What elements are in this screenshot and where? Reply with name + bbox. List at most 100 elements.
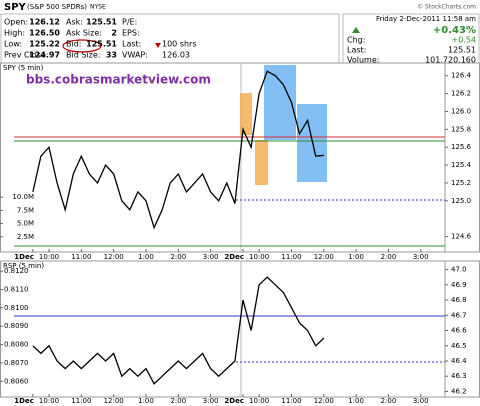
y-tick-label: 46.6	[451, 327, 467, 335]
y2-tick-label: 0.8110	[4, 286, 29, 294]
y-tick-label: 126.0	[451, 107, 471, 115]
x-tick-label: 11:00	[71, 253, 91, 261]
summary-value: 125.51	[448, 46, 476, 55]
quote-cell: 125.51	[86, 18, 117, 27]
change-percent: +0.43%	[433, 25, 476, 36]
quote-cell: 125.22	[29, 40, 60, 49]
annotation-box	[240, 93, 252, 135]
quote-cell: Low:	[4, 40, 22, 49]
x-tick-label: 1:00	[348, 253, 364, 261]
y-tick-label: 47.0	[451, 266, 467, 274]
x-tick-label: 2Dec	[224, 253, 244, 261]
symbol: SPY	[4, 2, 27, 13]
y2-tick-label: 0.8120	[4, 267, 29, 275]
quote-cell: Ask:	[66, 18, 83, 27]
quote-cell: Prev Close:	[4, 51, 48, 60]
annotation: bbs.cobrasmarketview.com	[26, 73, 211, 87]
x-tick-label: 3:00	[413, 397, 429, 405]
annotation-box	[255, 140, 268, 185]
datetime: Friday 2-Dec-2011 11:58 am	[376, 15, 476, 23]
y-tick-label: 46.7	[451, 311, 467, 319]
y2-tick-label: 7.5M	[17, 206, 34, 214]
highlight-circle	[62, 39, 102, 53]
y2-tick-label: 0.8070	[4, 359, 29, 367]
y-tick-label: 46.9	[451, 281, 467, 289]
quote-cell: EPS:	[122, 29, 140, 38]
y2-tick-label: 0.8090	[4, 322, 29, 330]
security-name: (S&P 500 SPDRs)	[27, 3, 87, 11]
y-tick-label: 126.4	[451, 72, 472, 80]
y-tick-label: 46.2	[451, 387, 467, 395]
summary-value: 101,720,160	[425, 56, 476, 65]
quote-cell: Ask Size:	[66, 29, 102, 38]
y-tick-label: 46.3	[451, 372, 467, 380]
x-tick-label: 2Dec	[224, 397, 244, 405]
x-tick-label: 2:00	[381, 253, 397, 261]
y-tick-label: 46.8	[451, 296, 467, 304]
summary-value: +0.54	[451, 36, 476, 45]
panel	[0, 260, 480, 398]
quote-cell: Bid:	[66, 40, 81, 49]
x-tick-label: 1:00	[138, 253, 154, 261]
x-tick-label: 2:00	[381, 397, 397, 405]
x-tick-label: 10:00	[249, 253, 269, 261]
x-tick-label: 10:00	[39, 253, 59, 261]
quote-cell: Bid Size:	[66, 51, 100, 60]
annotation-box	[264, 65, 296, 140]
y-tick-label: 125.4	[451, 161, 472, 169]
quote-cell: Last:	[122, 40, 141, 49]
x-tick-label: 12:00	[104, 397, 124, 405]
quote-cell: P/E:	[122, 18, 137, 27]
up-arrow	[352, 27, 360, 33]
down-arrow	[155, 43, 161, 48]
summary-label: Last:	[347, 46, 366, 55]
quote-cell: Open:	[4, 18, 28, 27]
price-line	[32, 70, 324, 230]
quote-cell: 126.50	[29, 29, 60, 38]
panel-title: SPY (5 min)	[3, 64, 44, 72]
y2-tick-label: 10.0M	[12, 193, 34, 201]
x-tick-label: 11:00	[281, 397, 301, 405]
summary-label: Chg:	[347, 36, 365, 45]
y2-tick-label: 0.8060	[4, 377, 29, 385]
x-tick-label: 10:00	[39, 397, 59, 405]
x-tick-label: 11:00	[281, 253, 301, 261]
y2-tick-label: 0.8080	[4, 341, 29, 349]
y-tick-label: 126.2	[451, 90, 471, 98]
quote-cell: 33	[106, 51, 117, 60]
x-tick-label: 12:00	[104, 253, 124, 261]
exchange: NYSE	[90, 4, 106, 11]
x-tick-label: 1:00	[138, 397, 154, 405]
x-tick-label: 3:00	[203, 253, 219, 261]
x-tick-label: 10:00	[249, 397, 269, 405]
y-tick-label: 125.8	[451, 125, 471, 133]
x-tick-label: 12:00	[314, 397, 334, 405]
x-tick-label: 2:00	[170, 253, 186, 261]
y-tick-label: 46.4	[451, 357, 467, 365]
quote-cell: 126.12	[29, 18, 60, 27]
x-tick-label: 1Dec	[14, 253, 34, 261]
annotation-box	[297, 104, 327, 182]
quote-cell: VWAP:	[122, 51, 148, 60]
price-line	[32, 276, 325, 385]
summary-label: Volume:	[347, 56, 379, 65]
y-tick-label: 125.0	[451, 197, 471, 205]
y-tick-label: 124.6	[451, 233, 472, 241]
quote-cell: 100 shrs	[162, 40, 197, 49]
panel-title: RSP (5 min)	[3, 262, 44, 270]
y2-tick-label: 2.5M	[17, 233, 34, 241]
quote-cell: 125.51	[86, 40, 117, 49]
x-tick-label: 1:00	[348, 397, 364, 405]
x-tick-label: 3:00	[413, 253, 429, 261]
quote-cell: High:	[4, 29, 25, 38]
x-tick-label: 3:00	[203, 397, 219, 405]
y-tick-label: 125.6	[451, 143, 472, 151]
quote-cell: 2	[111, 29, 117, 38]
quote-cell: 124.97	[29, 51, 60, 60]
quote-cell: 126.03	[162, 51, 190, 60]
y2-tick-label: 0.8100	[4, 304, 29, 312]
x-tick-label: 2:00	[170, 397, 186, 405]
x-tick-label: 11:00	[71, 397, 91, 405]
y2-tick-label: 5.0M	[17, 220, 34, 228]
